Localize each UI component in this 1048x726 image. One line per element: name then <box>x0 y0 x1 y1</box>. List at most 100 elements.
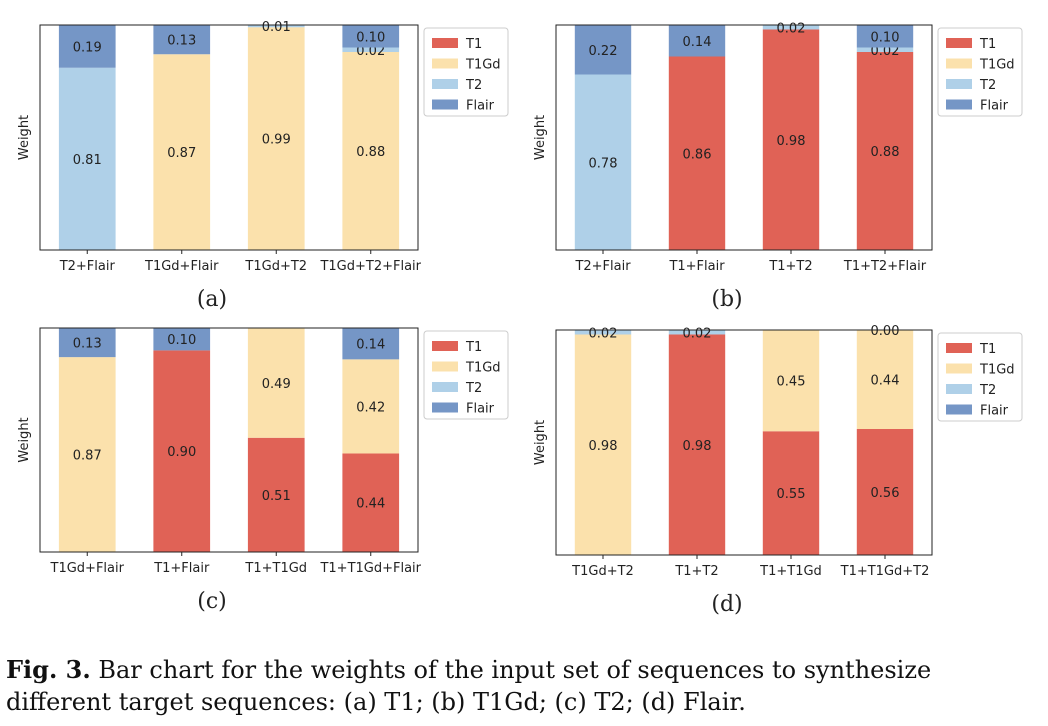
bar-value-label: 0.87 <box>167 146 196 161</box>
x-tick-label: T1Gd+T2+Flair <box>319 259 421 274</box>
x-tick-label: T1+T2+Flair <box>843 259 927 274</box>
legend-label-t2: T2 <box>465 381 482 396</box>
bar-segment-t1gd <box>153 54 211 250</box>
bar-segment-t2 <box>574 330 632 335</box>
legend-swatch-t2 <box>946 79 972 89</box>
x-tick-label: T2+Flair <box>59 259 116 274</box>
x-tick-label: T1Gd+Flair <box>50 561 125 576</box>
x-tick-label: T1+T1Gd <box>759 564 822 579</box>
bar-segment-t2 <box>668 330 726 335</box>
bar-segment-flair <box>668 25 726 57</box>
bar-segment-t1 <box>342 453 400 552</box>
bar-segment-t1 <box>856 429 914 555</box>
legend-label-t1gd: T1Gd <box>465 58 501 73</box>
bar-value-label: 0.01 <box>262 20 291 35</box>
x-tick-label: T1+T2 <box>768 259 812 274</box>
bar-value-label: 0.42 <box>356 400 385 415</box>
legend-label-t2: T2 <box>979 78 996 93</box>
bar-segment-flair <box>342 328 400 360</box>
bar-value-label: 0.78 <box>589 156 618 171</box>
bar-value-label: 0.44 <box>356 497 385 512</box>
bar-value-label: 0.81 <box>73 153 102 168</box>
bar-value-label: 0.99 <box>262 133 291 148</box>
bar-value-label: 0.14 <box>683 35 712 50</box>
legend-box <box>937 332 1023 422</box>
legend-label-flair: Flair <box>980 404 1009 419</box>
y-axis-label: Weight <box>533 115 548 160</box>
bar-segment-t1gd <box>762 330 820 432</box>
bar-segment-flair <box>342 25 400 48</box>
plot-frame <box>555 329 933 556</box>
chart-panel-1: 0.81 0.19 T2+Flair 0.87 0.13 T1Gd+Flair 0.99 0.… <box>17 20 509 312</box>
bar-value-label: 0.13 <box>73 337 102 352</box>
bar-segment-t2 <box>574 74 632 250</box>
plot-frame <box>555 24 933 251</box>
bar-segment-t2 <box>762 25 820 30</box>
bar-segment-t1gd <box>58 357 116 552</box>
legend: T1 T1Gd T2 Flair <box>937 332 1023 422</box>
bar-value-label: 0.90 <box>167 445 196 460</box>
bar-value-label: 0.02 <box>777 21 806 36</box>
bar-value-label: 0.44 <box>871 374 900 389</box>
legend-box <box>423 27 509 117</box>
bar-segment-t2 <box>342 47 400 52</box>
panel-label: (b) <box>711 287 742 312</box>
y-axis-label: Weight <box>17 115 32 160</box>
x-tick-label: T2+Flair <box>574 259 631 274</box>
legend-label-t1: T1 <box>979 37 996 52</box>
caption-text: Bar chart for the weights of the input s… <box>6 656 932 716</box>
x-tick-label: T1+T2 <box>674 564 718 579</box>
legend-box <box>423 330 509 420</box>
caption-label: Fig. 3. <box>6 655 91 684</box>
plot-frame <box>39 327 419 553</box>
legend-swatch-t2 <box>432 382 458 392</box>
bar-segment-t1gd <box>342 52 400 250</box>
bar-value-label: 0.86 <box>683 147 712 162</box>
legend-label-t1: T1 <box>465 340 482 355</box>
legend-swatch-t1gd <box>432 361 458 372</box>
bar-segment-t2 <box>856 47 914 52</box>
x-tick-label: T1Gd+T2 <box>571 564 634 579</box>
legend-swatch-t1gd <box>946 58 972 69</box>
legend-label-t1gd: T1Gd <box>465 361 501 376</box>
x-tick-label: T1+T1Gd+Flair <box>319 561 421 576</box>
chart-panel-4: 0.98 0.02 T1Gd+T2 0.98 0.02 T1+T2 0.55 0.45 T1+T… <box>533 324 1023 617</box>
figure-caption: Fig. 3. Bar chart for the weights of the… <box>6 654 1042 718</box>
bar-value-label: 0.51 <box>262 489 291 504</box>
bar-segment-t2 <box>58 67 116 250</box>
legend-label-flair: Flair <box>466 402 495 417</box>
bar-value-label: 0.49 <box>262 377 291 392</box>
legend-swatch-t1 <box>432 38 458 48</box>
legend-swatch-flair <box>946 99 972 110</box>
legend-swatch-t1 <box>946 343 972 353</box>
bar-segment-t1gd <box>856 330 914 429</box>
legend-swatch-flair <box>432 99 458 110</box>
legend-swatch-t1 <box>432 341 458 351</box>
legend: T1 T1Gd T2 Flair <box>423 27 509 117</box>
bar-value-label: 0.14 <box>356 338 385 353</box>
bar-value-label: 0.10 <box>871 30 900 45</box>
x-tick-label: T1+Flair <box>153 561 210 576</box>
bar-segment-flair <box>58 328 116 358</box>
bar-segment-flair <box>574 25 632 75</box>
bar-segment-t1gd <box>342 359 400 454</box>
bar-value-label: 0.55 <box>777 487 806 502</box>
legend-label-t2: T2 <box>465 78 482 93</box>
bar-segment-flair <box>153 328 211 351</box>
bar-value-label: 0.98 <box>777 134 806 149</box>
panel-label: (d) <box>711 592 742 617</box>
bar-segment-flair <box>58 25 116 68</box>
bar-value-label: 0.56 <box>871 486 900 501</box>
legend-swatch-flair <box>946 404 972 415</box>
bar-segment-flair <box>153 25 211 55</box>
legend-swatch-t1gd <box>432 58 458 69</box>
x-tick-label: T1Gd+T2 <box>244 259 307 274</box>
legend-label-flair: Flair <box>466 99 495 114</box>
bar-segment-t1 <box>668 56 726 250</box>
bar-value-label: 0.00 <box>871 324 900 339</box>
bar-value-label: 0.87 <box>73 449 102 464</box>
bar-segment-t1 <box>856 52 914 250</box>
bar-value-label: 0.19 <box>73 40 102 55</box>
legend-label-flair: Flair <box>980 99 1009 114</box>
